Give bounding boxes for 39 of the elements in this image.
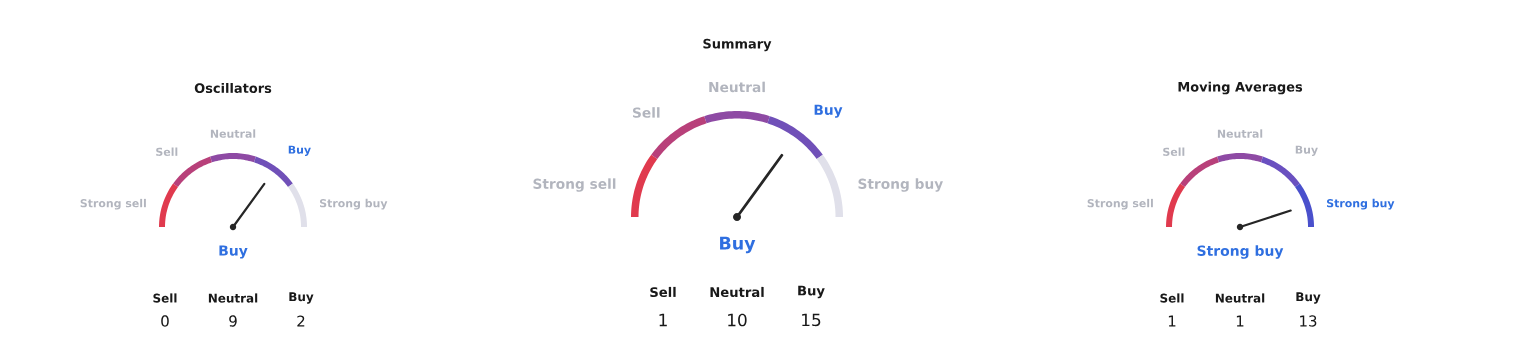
slice-label: Sell bbox=[632, 107, 660, 118]
text: Buy bbox=[720, 236, 756, 254]
text: 1 bbox=[1236, 315, 1244, 327]
slice-label: Strong buy bbox=[858, 178, 943, 192]
text: Strong buy bbox=[1197, 245, 1284, 259]
slice-label: Buy bbox=[814, 104, 843, 118]
chart-title: Summary bbox=[703, 38, 772, 52]
text: Sell bbox=[153, 293, 177, 303]
slice-label: Strong buy bbox=[319, 198, 388, 210]
text: 1 bbox=[1168, 315, 1176, 327]
slice-label: Strong sell bbox=[80, 198, 146, 210]
text: 2 bbox=[297, 315, 305, 327]
slice-label: Strong sell bbox=[1087, 198, 1153, 210]
text: Neutral bbox=[208, 293, 258, 303]
chart-title: Moving Averages bbox=[1178, 81, 1303, 95]
slice-label: Neutral bbox=[1217, 129, 1263, 138]
slice-label: Strong buy bbox=[1327, 198, 1395, 210]
text: Buy bbox=[289, 292, 314, 304]
slice-label: Strong sell bbox=[533, 178, 616, 192]
text: Buy bbox=[219, 245, 248, 259]
text: 10 bbox=[728, 313, 747, 327]
slice-label: Neutral bbox=[210, 129, 256, 138]
text: 9 bbox=[229, 315, 237, 327]
text: Neutral bbox=[710, 286, 764, 298]
text: Neutral bbox=[1215, 293, 1265, 303]
text: 15 bbox=[802, 313, 821, 327]
text: 13 bbox=[1300, 315, 1317, 327]
slice-label: Sell bbox=[156, 147, 178, 156]
slice-label: Buy bbox=[1295, 145, 1318, 156]
text: 0 bbox=[161, 315, 169, 327]
slice-label: Neutral bbox=[709, 81, 765, 93]
text: Sell bbox=[650, 286, 676, 298]
text: 1 bbox=[659, 313, 667, 327]
slice-label: Sell bbox=[1163, 147, 1185, 156]
slice-label: Buy bbox=[288, 145, 311, 156]
text: Buy bbox=[1296, 292, 1321, 304]
chart-title: Oscillators bbox=[194, 82, 272, 94]
text: Sell bbox=[1160, 293, 1184, 303]
text: Buy bbox=[798, 285, 825, 299]
